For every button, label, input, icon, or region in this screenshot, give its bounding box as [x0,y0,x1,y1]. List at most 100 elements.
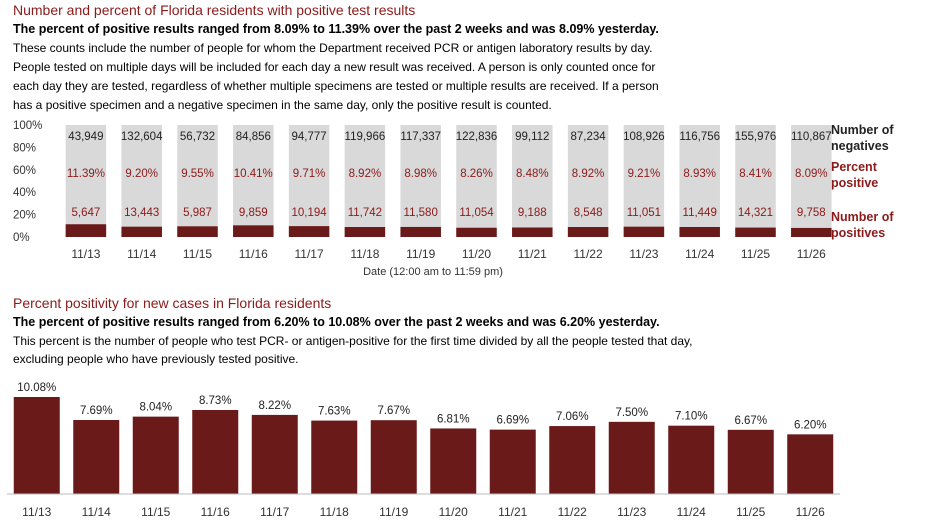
x-tick-label: 11/21 [518,247,547,261]
positive-bar [344,227,386,237]
positives-count-label: 11,051 [627,207,661,219]
negative-bar [65,125,107,237]
percent-positive-label: 8.98% [404,168,437,180]
positives-count-label: 11,449 [683,207,717,219]
positive-bar [121,226,162,237]
negative-bar [456,125,497,237]
positives-count-label: 11,580 [404,207,438,219]
positive-bar [679,226,720,237]
x-tick-label: 11/26 [797,247,826,261]
negatives-count-label: 87,234 [571,131,607,143]
section1-description-line: People tested on multiple days will be i… [13,60,656,74]
positives-count-label: 8,548 [574,207,603,219]
negative-bar [288,125,330,237]
negative-bar [512,125,553,237]
negatives-count-label: 99,112 [515,131,549,143]
positive-bar [233,225,274,237]
percent-positive-label: 9.21% [628,168,661,180]
percent-legend-label: positive [831,176,878,190]
positive-bar [791,227,832,237]
negative-bar [791,125,832,237]
positivity-value-label: 8.73% [199,395,232,407]
x-tick-label: 11/24 [677,505,706,519]
positivity-bar [608,421,655,494]
positives-count-label: 13,443 [124,207,159,219]
x-tick-label: 11/23 [629,247,658,261]
percent-positive-label: 9.55% [181,168,214,180]
percent-positive-label: 11.39% [67,168,105,180]
negatives-count-label: 116,756 [679,131,720,143]
positivity-value-label: 7.67% [377,405,410,417]
section1-title: Number and percent of Florida residents … [13,2,416,18]
x-tick-label: 11/15 [141,505,170,519]
positivity-value-label: 8.22% [258,400,291,412]
x-tick-label: 11/20 [439,505,468,519]
negatives-count-label: 108,926 [623,131,665,143]
positivity-bar [311,420,358,494]
x-tick-label: 11/13 [71,247,100,261]
positivity-value-label: 7.50% [615,407,648,419]
positivity-bar [73,419,120,494]
negatives-legend-label: Number of [831,123,894,137]
section2-description-line: This percent is the number of people who… [13,334,693,348]
positives-count-label: 14,321 [738,207,773,219]
section1-description: These counts include the number of peopl… [13,39,923,115]
positivity-value-label: 7.69% [80,405,113,417]
percent-positive-label: 8.09% [795,168,828,180]
positives-count-label: 9,188 [518,207,547,219]
x-tick-label: 11/26 [796,505,825,519]
positivity-bar [668,425,715,494]
positive-bar [177,226,218,237]
positive-bar [65,224,107,237]
positivity-value-label: 10.08% [17,382,56,394]
positivity-value-label: 6.81% [437,413,470,425]
positivity-bar [727,429,774,494]
negative-bar [567,125,609,237]
positives-count-label: 9,758 [797,207,826,219]
x-tick-label: 11/15 [183,247,212,261]
section2-subtitle: The percent of positive results ranged f… [13,315,660,329]
positivity-bar [251,414,298,494]
negative-bar [177,125,218,237]
percent-positive-label: 8.92% [572,168,605,180]
positivity-value-label: 7.10% [675,411,708,423]
section2-description-line: excluding people who have previously tes… [13,352,299,366]
positive-bar [456,227,497,237]
positivity-bar [787,434,834,494]
positive-bar [623,226,665,237]
x-tick-label: 11/19 [379,505,408,519]
positivity-value-label: 7.63% [318,406,351,418]
positive-bar [735,227,776,237]
y-tick-label: 100% [13,120,42,132]
negatives-count-label: 117,337 [400,131,441,143]
negatives-count-label: 94,777 [292,131,327,143]
x-tick-label: 11/25 [736,505,765,519]
percent-positive-label: 9.71% [293,168,326,180]
stacked-percent-chart: 0% 20% 40% 60% 80% 100% 43,949 11.39% 5,647 11/13… [13,120,894,278]
positives-legend-label: positives [831,226,885,240]
positive-bar [400,226,441,237]
positive-bar [567,227,609,237]
positivity-value-label: 7.06% [556,411,589,423]
section1-subtitle: The percent of positive results ranged f… [13,22,659,36]
x-tick-label: 11/20 [462,247,491,261]
negative-bar [344,125,386,237]
negative-bar [233,125,274,237]
x-tick-label: 11/16 [239,247,268,261]
x-tick-label: 11/17 [295,247,324,261]
y-tick-label: 0% [13,232,30,244]
negatives-count-label: 110,867 [791,131,832,143]
x-axis-title: Date (12:00 am to 11:59 pm) [363,266,503,278]
positivity-value-label: 6.67% [734,415,767,427]
negatives-count-label: 155,976 [735,131,777,143]
positivity-bar [13,397,60,494]
negative-bar [121,125,162,237]
section1-description-line: has a positive specimen and a negative s… [13,98,552,112]
x-tick-label: 11/24 [685,247,714,261]
positives-count-label: 5,987 [183,207,212,219]
positivity-bar [489,429,536,494]
percent-legend-label: Percent [831,160,878,174]
positives-count-label: 10,194 [292,207,328,219]
negatives-count-label: 43,949 [68,131,103,143]
x-tick-label: 11/14 [82,505,111,519]
